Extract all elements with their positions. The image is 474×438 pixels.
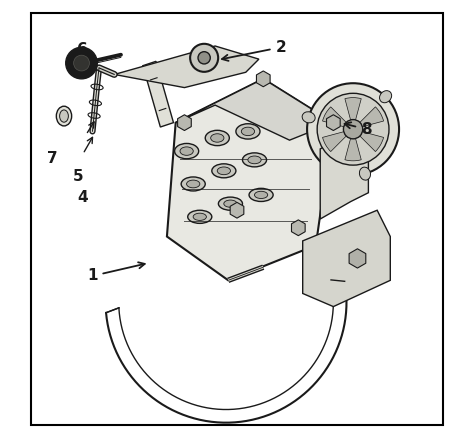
Ellipse shape	[187, 180, 200, 188]
Wedge shape	[345, 98, 361, 129]
Text: 1: 1	[87, 262, 145, 283]
Text: 5: 5	[73, 169, 84, 184]
Text: 6: 6	[77, 42, 88, 57]
Ellipse shape	[236, 124, 260, 139]
Circle shape	[317, 93, 389, 165]
Ellipse shape	[224, 200, 237, 207]
Ellipse shape	[205, 130, 229, 145]
Wedge shape	[322, 129, 353, 152]
Text: 4: 4	[78, 191, 88, 205]
Text: 7: 7	[47, 151, 57, 166]
Ellipse shape	[241, 127, 255, 136]
Ellipse shape	[255, 191, 268, 198]
Ellipse shape	[302, 112, 315, 123]
Ellipse shape	[212, 164, 236, 178]
Wedge shape	[322, 107, 353, 129]
Ellipse shape	[60, 110, 68, 122]
Ellipse shape	[243, 153, 266, 167]
Ellipse shape	[249, 188, 273, 201]
Ellipse shape	[56, 106, 72, 126]
Polygon shape	[143, 61, 173, 127]
Ellipse shape	[210, 134, 224, 142]
Circle shape	[198, 52, 210, 64]
Ellipse shape	[193, 213, 206, 220]
Ellipse shape	[174, 144, 199, 159]
Polygon shape	[167, 79, 333, 280]
Circle shape	[73, 55, 90, 71]
Text: 8: 8	[345, 122, 372, 137]
Ellipse shape	[380, 91, 392, 103]
Ellipse shape	[217, 167, 230, 175]
Polygon shape	[303, 210, 390, 307]
Wedge shape	[353, 129, 383, 152]
Polygon shape	[114, 46, 259, 88]
Circle shape	[66, 47, 97, 79]
Circle shape	[190, 44, 218, 72]
Ellipse shape	[181, 177, 205, 191]
Polygon shape	[320, 131, 368, 219]
Circle shape	[307, 83, 399, 175]
Ellipse shape	[359, 167, 371, 180]
Text: 2: 2	[222, 40, 286, 61]
Ellipse shape	[219, 197, 243, 210]
Wedge shape	[345, 129, 361, 161]
Wedge shape	[353, 107, 383, 129]
Ellipse shape	[180, 147, 193, 155]
Circle shape	[344, 120, 363, 139]
Polygon shape	[176, 79, 333, 140]
Ellipse shape	[188, 210, 212, 223]
Ellipse shape	[248, 156, 261, 164]
